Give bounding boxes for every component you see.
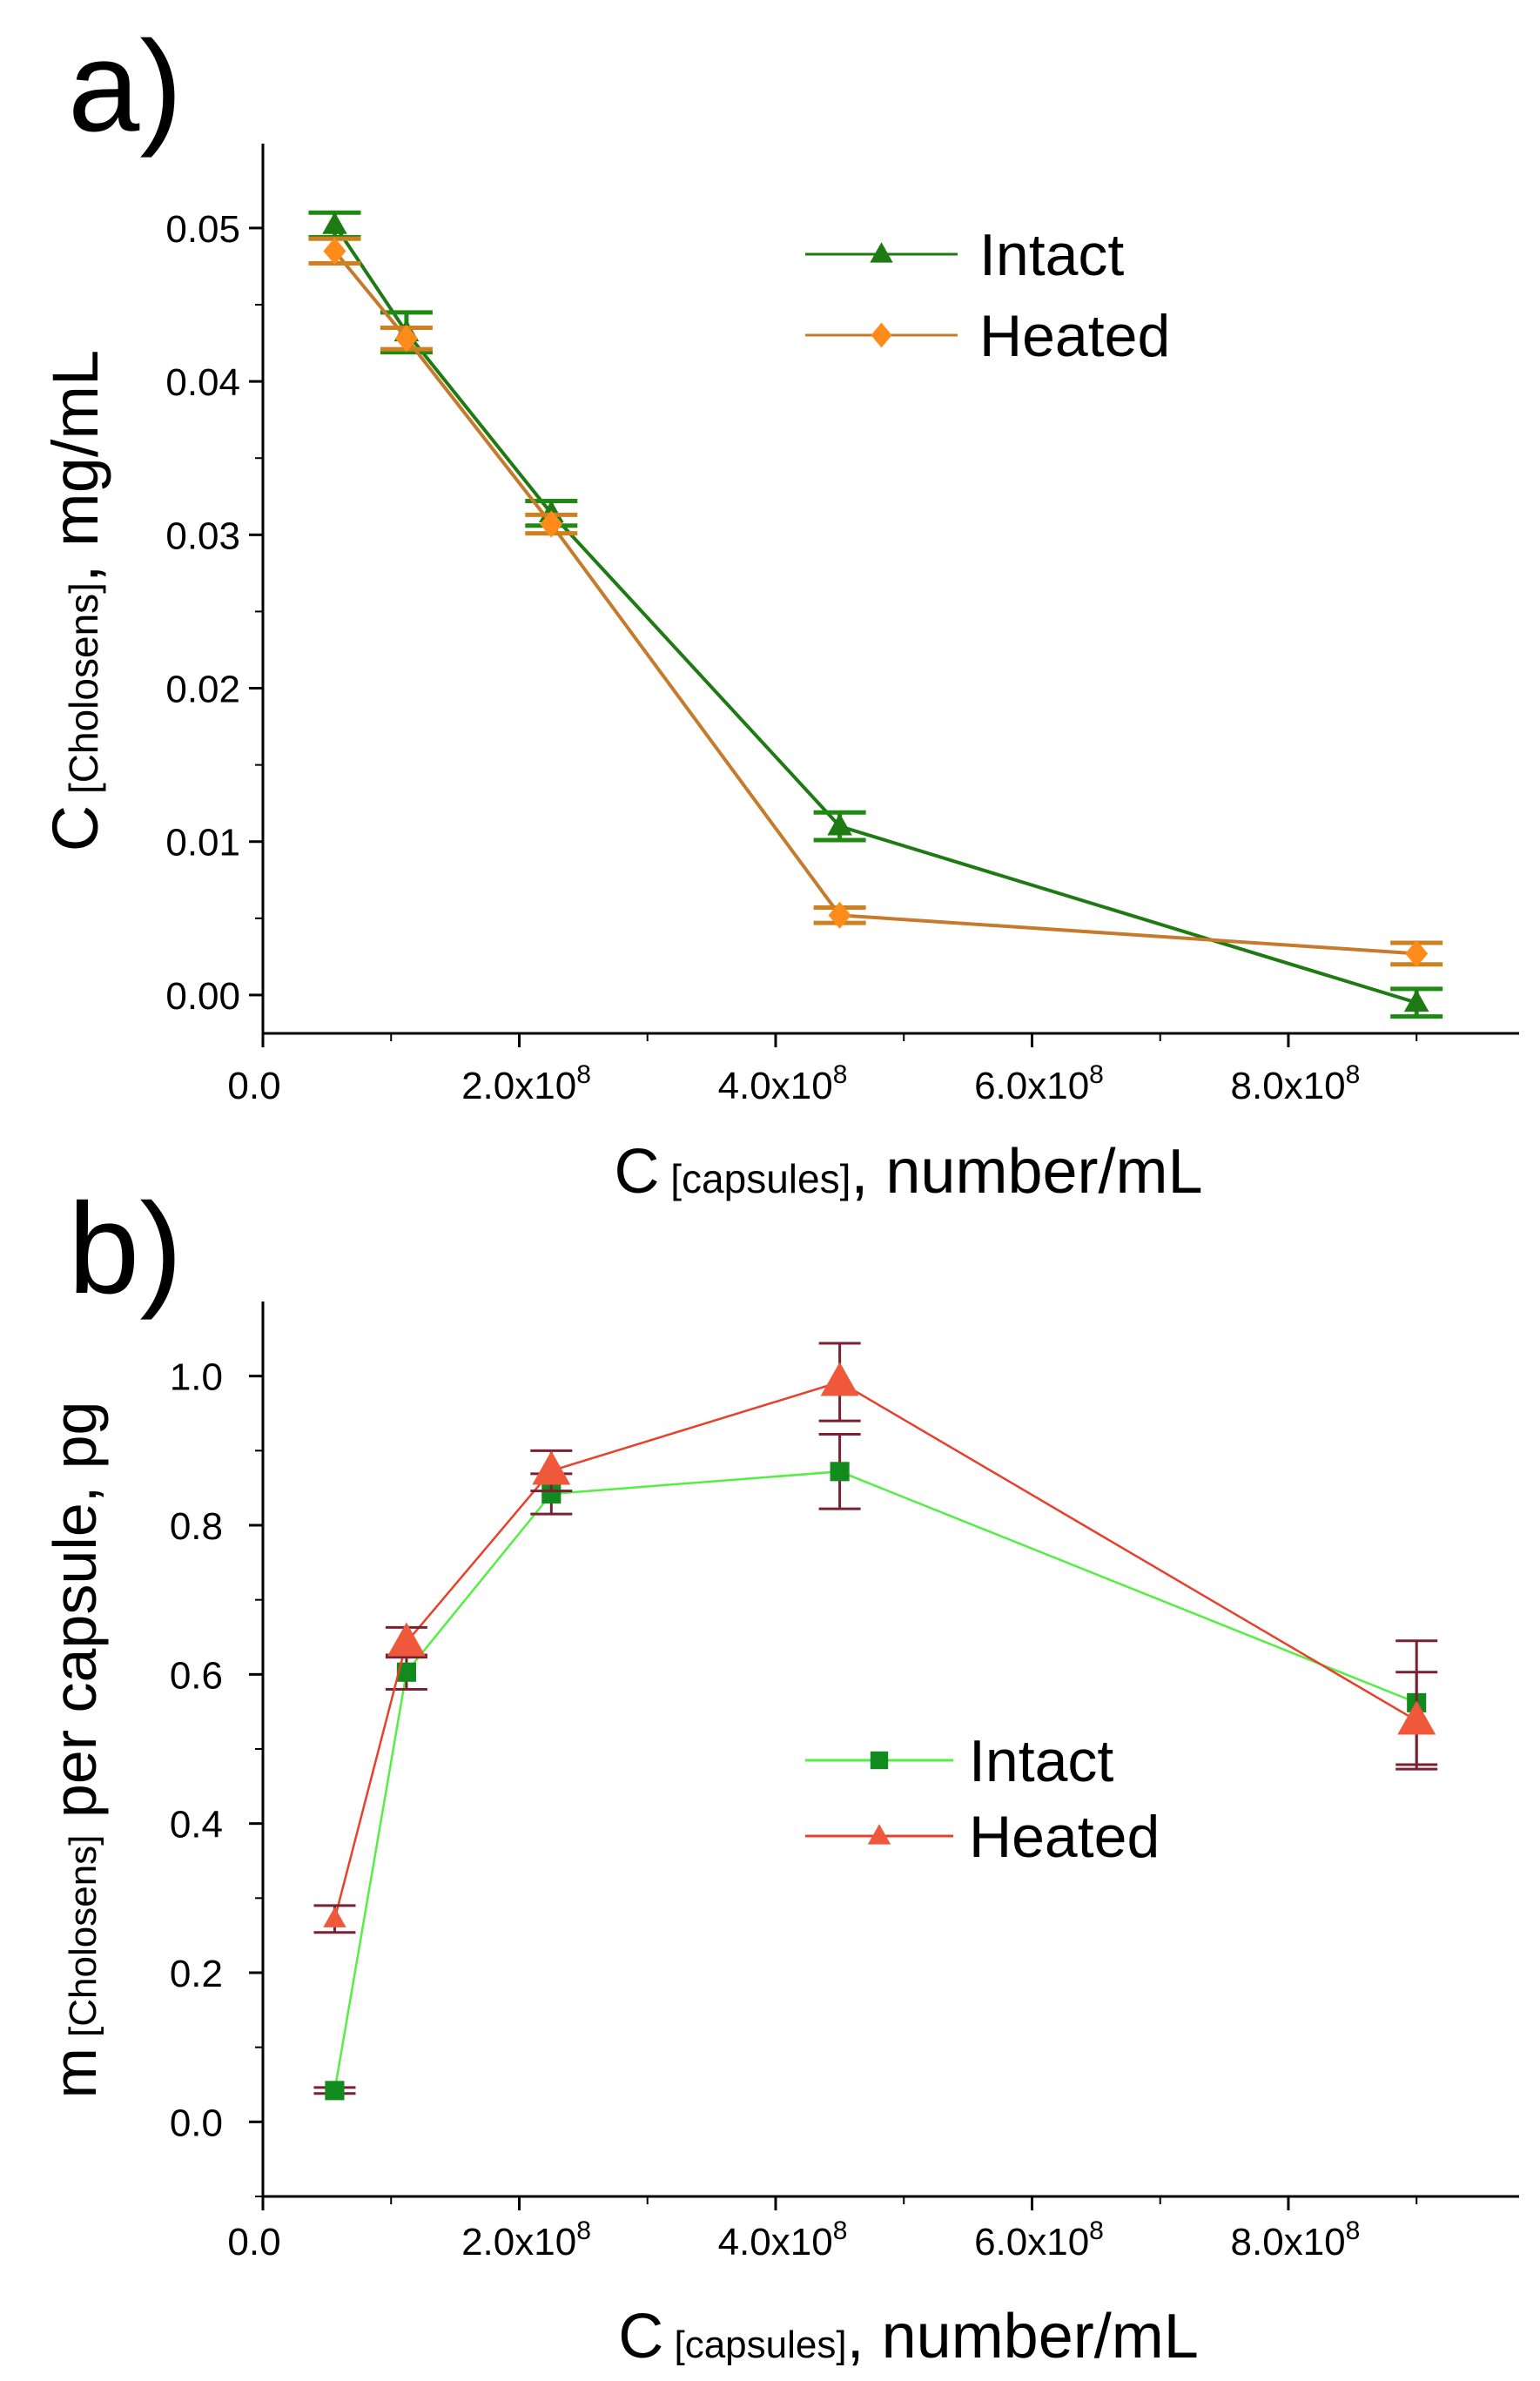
y-axis-title: m [Cholosens] per capsule, pg <box>41 1402 109 2099</box>
panel-a: a)0.000.010.020.030.040.050.0 2.0x108 4.0x… <box>39 15 1519 1207</box>
x-tick-exponent: 8 <box>1089 2216 1104 2245</box>
x-tick-label: 6.0x108 <box>974 2216 1104 2263</box>
x-tick-mantissa: 0.0 <box>227 1065 280 1107</box>
x-axis-title-main: C <box>614 1137 659 1207</box>
legend-label: Intact <box>969 1728 1113 1794</box>
y-tick-label: 0.02 <box>165 669 240 711</box>
data-point-diamond <box>540 510 563 538</box>
x-axis-title: C [capsules], number/mL <box>618 2302 1199 2371</box>
x-tick-mantissa: 6.0x10 <box>974 2221 1089 2263</box>
y-tick-label: 1.0 <box>170 1356 223 1399</box>
data-point-square <box>541 1483 562 1504</box>
y-tick-label: 0.8 <box>170 1505 223 1548</box>
y-tick-label: 0.05 <box>165 208 240 251</box>
x-tick-label: 0.0 <box>227 1065 280 1107</box>
x-tick-label: 8.0x108 <box>1231 1060 1361 1107</box>
data-point-square <box>396 1662 416 1682</box>
y-tick-label: 0.04 <box>165 361 240 404</box>
panel-label: b) <box>68 1177 183 1321</box>
y-tick-label: 0.03 <box>165 515 240 557</box>
y-tick-label: 0.4 <box>170 1804 223 1846</box>
x-axis-title-sub: [capsules] <box>659 1156 851 1201</box>
legend-label: Heated <box>979 303 1170 369</box>
x-tick-label: 2.0x108 <box>461 2216 591 2263</box>
legend-marker-diamond <box>871 322 892 348</box>
y-axis-title-sub: [Cholosens] <box>62 1835 104 2048</box>
series-heated <box>308 236 1443 967</box>
x-tick-label: 4.0x108 <box>718 1060 848 1107</box>
y-tick-label: 0.6 <box>170 1654 223 1697</box>
series-heated <box>313 1342 1438 1934</box>
series-line <box>333 250 1417 956</box>
x-tick-mantissa: 8.0x10 <box>1231 2221 1346 2263</box>
y-axis-title: C [Cholosens], mg/mL <box>39 350 111 851</box>
x-axis-title-main: C <box>618 2302 663 2371</box>
x-tick-mantissa: 0.0 <box>227 2221 280 2263</box>
data-point-square <box>325 2081 345 2101</box>
series-line <box>333 1470 1417 2091</box>
x-tick-exponent: 8 <box>1346 1060 1361 1089</box>
y-axis-title-rest: , mg/mL <box>39 350 111 582</box>
x-tick-exponent: 8 <box>576 1060 591 1089</box>
legend-label: Intact <box>979 222 1124 288</box>
x-tick-label: 0.0 <box>227 2221 280 2263</box>
x-tick-label: 2.0x108 <box>461 1060 591 1107</box>
data-point-triangle <box>387 1622 426 1657</box>
data-point-triangle <box>820 1362 859 1396</box>
data-point-triangle <box>1403 989 1429 1012</box>
legend: Intact Heated <box>805 222 1170 369</box>
y-tick-label: 0.0 <box>170 2102 223 2144</box>
x-tick-mantissa: 6.0x10 <box>974 1065 1089 1107</box>
y-tick-label: 0.2 <box>170 1953 223 1995</box>
x-tick-mantissa: 8.0x10 <box>1231 1065 1346 1107</box>
data-point-diamond <box>394 325 418 353</box>
legend-marker-triangle <box>867 1824 891 1845</box>
data-point-triangle <box>1397 1700 1436 1735</box>
data-point-diamond <box>828 901 851 929</box>
y-axis-title-rest: per capsule, pg <box>41 1402 109 1835</box>
y-axis-title-main: C <box>39 805 111 851</box>
data-point-triangle <box>322 212 347 234</box>
x-axis-title-rest: , number/mL <box>847 2302 1199 2371</box>
x-tick-exponent: 8 <box>1089 1060 1104 1089</box>
panel-b: b)0.00.20.40.60.81.00.0 2.0x108 4.0x108 6.0… <box>41 1177 1519 2371</box>
x-tick-exponent: 8 <box>1346 2216 1361 2245</box>
x-tick-exponent: 8 <box>833 2216 848 2245</box>
y-tick-label: 0.00 <box>165 975 240 1018</box>
x-tick-label: 4.0x108 <box>718 2216 848 2263</box>
x-tick-label: 8.0x108 <box>1231 2216 1361 2263</box>
panel-label: a) <box>68 15 183 158</box>
x-axis-title-rest: , number/mL <box>851 1137 1202 1207</box>
x-tick-mantissa: 2.0x10 <box>461 1065 576 1107</box>
series-line <box>333 224 1417 1005</box>
data-point-triangle <box>532 1450 571 1485</box>
x-tick-exponent: 8 <box>833 1060 848 1089</box>
y-axis-title-sub: [Cholosens] <box>61 582 106 805</box>
x-axis-title: C [capsules], number/mL <box>614 1137 1202 1207</box>
legend-label: Heated <box>969 1804 1160 1870</box>
x-tick-exponent: 8 <box>576 2216 591 2245</box>
data-point-diamond <box>1405 939 1429 967</box>
legend-marker-square <box>870 1751 889 1770</box>
x-tick-label: 6.0x108 <box>974 1060 1104 1107</box>
data-point-triangle <box>827 813 852 836</box>
x-tick-mantissa: 4.0x10 <box>718 1065 833 1107</box>
x-axis-title-sub: [capsules] <box>663 2324 846 2366</box>
y-axis-title-main: m <box>41 2048 109 2098</box>
data-point-triangle <box>323 1907 346 1927</box>
data-point-square <box>830 1462 850 1482</box>
y-tick-label: 0.01 <box>165 822 240 864</box>
legend-marker-triangle <box>870 242 893 263</box>
data-point-diamond <box>323 237 346 265</box>
legend: Intact Heated <box>805 1728 1160 1870</box>
x-tick-mantissa: 4.0x10 <box>718 2221 833 2263</box>
x-tick-mantissa: 2.0x10 <box>461 2221 576 2263</box>
